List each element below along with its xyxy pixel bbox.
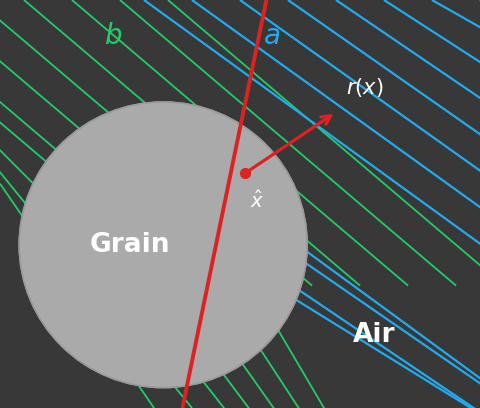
Text: $r(x)$: $r(x)$ — [346, 76, 383, 99]
Ellipse shape — [19, 102, 307, 388]
Text: $\hat{x}$: $\hat{x}$ — [250, 190, 264, 212]
Text: $b$: $b$ — [104, 22, 122, 51]
Text: $a$: $a$ — [263, 22, 280, 51]
Text: Grain: Grain — [89, 232, 170, 258]
Text: Air: Air — [353, 322, 396, 348]
